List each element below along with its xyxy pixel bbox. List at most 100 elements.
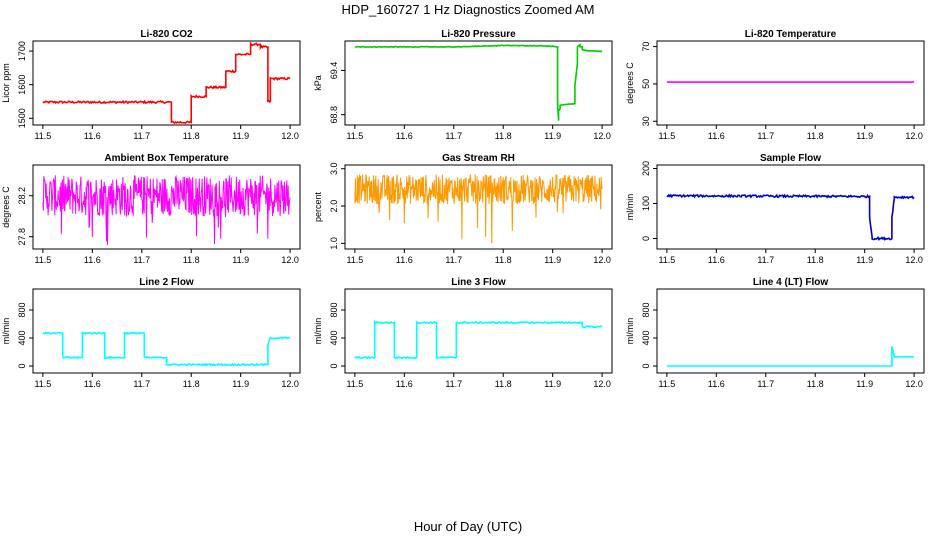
plot-frame [32,40,301,126]
y-tick-label: 1500 [17,108,27,128]
y-tick-label: 0 [329,363,339,368]
main-title: HDP_160727 1 Hz Diagnostics Zoomed AM [342,2,595,17]
x-tick-label: 11.6 [396,255,413,265]
x-tick-label: 12.0 [905,131,923,141]
x-tick-label: 11.8 [183,131,200,141]
x-tick-label: 11.9 [544,131,561,141]
y-tick-label: 800 [641,302,651,317]
x-tick-label: 11.7 [445,255,462,265]
x-tick-label: 11.5 [658,379,675,389]
x-tick-label: 11.6 [396,379,413,389]
x-tick-label: 12.0 [593,255,611,265]
x-tick-label: 11.6 [708,131,725,141]
plot-frame [32,288,301,374]
series-line [354,43,603,121]
y-tick-label: 1.0 [329,237,339,250]
y-tick-label: 50 [641,79,651,89]
x-tick-label: 11.8 [807,379,824,389]
x-tick-label: 12.0 [593,131,611,141]
plot-frame [656,40,925,126]
x-tick-label: 11.5 [346,255,363,265]
x-tick-label: 12.0 [281,379,299,389]
x-tick-label: 12.0 [593,379,611,389]
panel-title: Li-820 Pressure [441,29,516,40]
x-tick-label: 11.9 [856,131,873,141]
x-tick-label: 11.6 [708,255,725,265]
x-tick-label: 11.7 [757,131,774,141]
y-tick-label: 1700 [17,41,27,61]
x-tick-label: 11.5 [346,379,363,389]
x-tick-label: 11.8 [183,379,200,389]
y-axis-label: degrees C [625,62,635,104]
x-tick-label: 11.9 [544,379,561,389]
panel-title: Line 4 (LT) Flow [753,277,829,288]
panel-title: Sample Flow [760,153,821,164]
x-tick-label: 11.9 [544,255,561,265]
x-tick-label: 11.7 [757,255,774,265]
y-tick-label: 800 [17,302,27,317]
x-tick-label: 11.7 [757,379,774,389]
x-tick-label: 11.9 [232,379,249,389]
y-tick-label: 0 [641,363,651,368]
x-tick-label: 11.5 [34,131,51,141]
x-axis-label: Hour of Day (UTC) [414,519,522,534]
chart-panel: Li-820 Temperature degrees C 11.5 11.6 11.7 1… [625,29,925,141]
plot-frame [344,164,613,250]
panel-title: Line 2 Flow [139,277,194,288]
x-tick-label: 12.0 [905,255,923,265]
y-tick-label: 3.0 [329,162,339,175]
series-line [354,320,603,360]
plot-frame [656,164,925,250]
chart-panel: Li-820 Pressure kPa 11.5 11.6 11.7 11.8 11.9 12… [313,29,613,141]
x-tick-label: 11.8 [183,255,200,265]
x-tick-label: 11.5 [34,255,51,265]
panel-title: Li-820 CO2 [140,29,193,40]
x-tick-label: 12.0 [281,131,299,141]
y-tick-label: 400 [641,330,651,345]
x-tick-label: 11.8 [495,379,512,389]
panel-title: Gas Stream RH [442,153,515,164]
y-tick-label: 28.2 [17,187,27,205]
series-line [42,174,291,245]
y-tick-label: 27.8 [17,228,27,246]
chart-panel: Li-820 CO2 Licor ppm 11.5 11.6 11.7 11.8 11.9 1… [1,29,301,141]
x-tick-label: 11.9 [856,255,873,265]
y-tick-label: 1600 [17,75,27,95]
x-tick-label: 11.5 [346,131,363,141]
x-tick-label: 11.9 [856,379,873,389]
x-tick-label: 11.6 [84,131,101,141]
y-axis-label: ml/min [313,318,323,345]
chart-panel: Line 4 (LT) Flow ml/min 11.5 11.6 11.7 11.8 11… [625,277,925,389]
x-tick-label: 11.8 [807,255,824,265]
y-tick-label: 68.8 [329,106,339,124]
x-tick-label: 12.0 [905,379,923,389]
x-tick-label: 11.5 [658,131,675,141]
series-line [666,193,915,241]
x-tick-label: 11.6 [708,379,725,389]
plot-frame [656,288,925,374]
panel-title: Ambient Box Temperature [104,153,229,164]
y-tick-label: 400 [329,330,339,345]
chart-panel: Line 2 Flow ml/min 11.5 11.6 11.7 11.8 11.9 12.… [1,277,301,389]
plot-frame [32,164,301,250]
panel-title: Li-820 Temperature [745,29,837,40]
y-axis-label: degrees C [1,186,11,228]
x-tick-label: 11.6 [84,379,101,389]
y-tick-label: 2.0 [329,200,339,213]
x-tick-label: 11.5 [34,379,51,389]
x-tick-label: 11.8 [495,131,512,141]
chart-panel: Ambient Box Temperature degrees C 11.5 11.6… [1,153,301,265]
y-axis-label: kPa [313,75,323,91]
chart-panel: Gas Stream RH percent 11.5 11.6 11.7 11.8 11.9… [313,153,613,265]
series-line [42,41,291,125]
y-tick-label: 0 [17,363,27,368]
x-tick-label: 11.7 [133,255,150,265]
x-tick-label: 11.7 [445,131,462,141]
y-tick-label: 30 [641,116,651,126]
x-tick-label: 11.8 [495,255,512,265]
x-tick-label: 11.9 [232,131,249,141]
x-tick-label: 11.8 [807,131,824,141]
y-tick-label: 69.4 [329,62,339,80]
y-axis-label: Licor ppm [1,63,11,103]
